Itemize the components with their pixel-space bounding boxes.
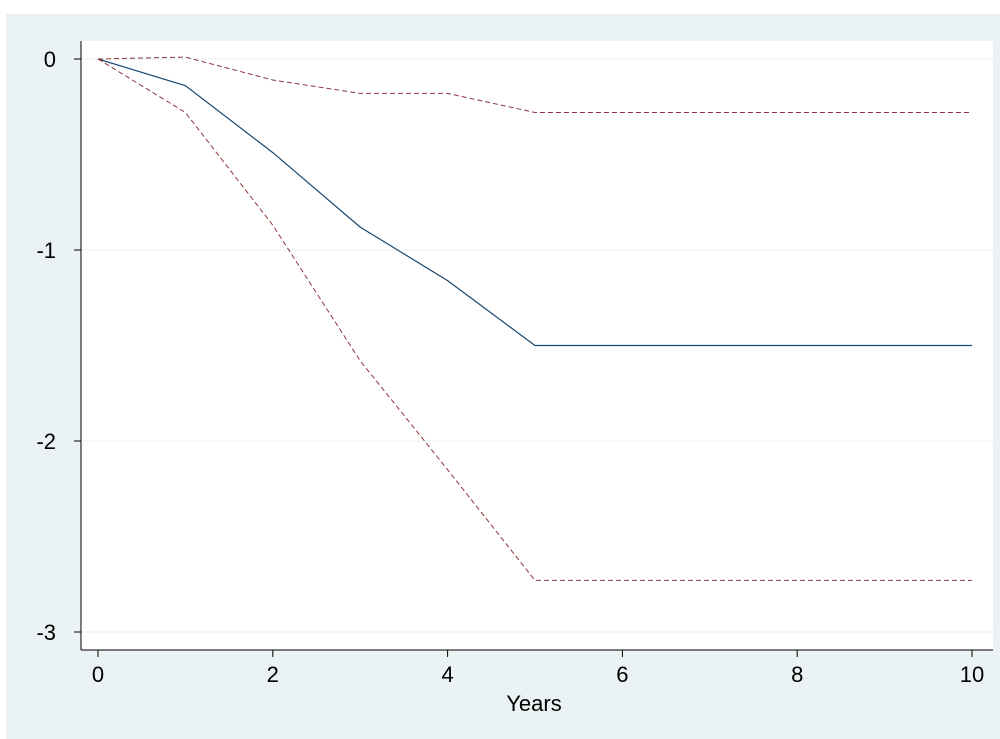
x-tick-label-5: 10	[960, 662, 984, 687]
series-group	[97, 56, 972, 581]
x-tick-label-0: 0	[92, 662, 104, 687]
x-axis-title: Years	[506, 691, 561, 716]
y-tick-label-2: -2	[36, 429, 56, 454]
x-tick-label-2: 4	[441, 662, 453, 687]
y-tick-label-3: -3	[36, 620, 56, 645]
line-chart: 0 -1 -2 -3 0 2 4 6 8 10 Years	[36, 41, 993, 716]
x-ticks: 0 2 4 6 8 10	[92, 650, 984, 687]
axes	[80, 41, 993, 651]
gridlines	[82, 58, 993, 633]
series-line-upper-bound	[97, 56, 972, 113]
series-line-lower-bound	[97, 58, 972, 581]
series-line-estimate	[97, 58, 972, 347]
chart-frame: 0 -1 -2 -3 0 2 4 6 8 10 Years	[6, 14, 1000, 739]
y-tick-label-0: 0	[44, 47, 56, 72]
x-tick-label-3: 6	[616, 662, 628, 687]
x-tick-label-1: 2	[267, 662, 279, 687]
y-tick-label-1: -1	[36, 238, 56, 263]
y-ticks: 0 -1 -2 -3	[36, 47, 81, 645]
x-tick-label-4: 8	[791, 662, 803, 687]
